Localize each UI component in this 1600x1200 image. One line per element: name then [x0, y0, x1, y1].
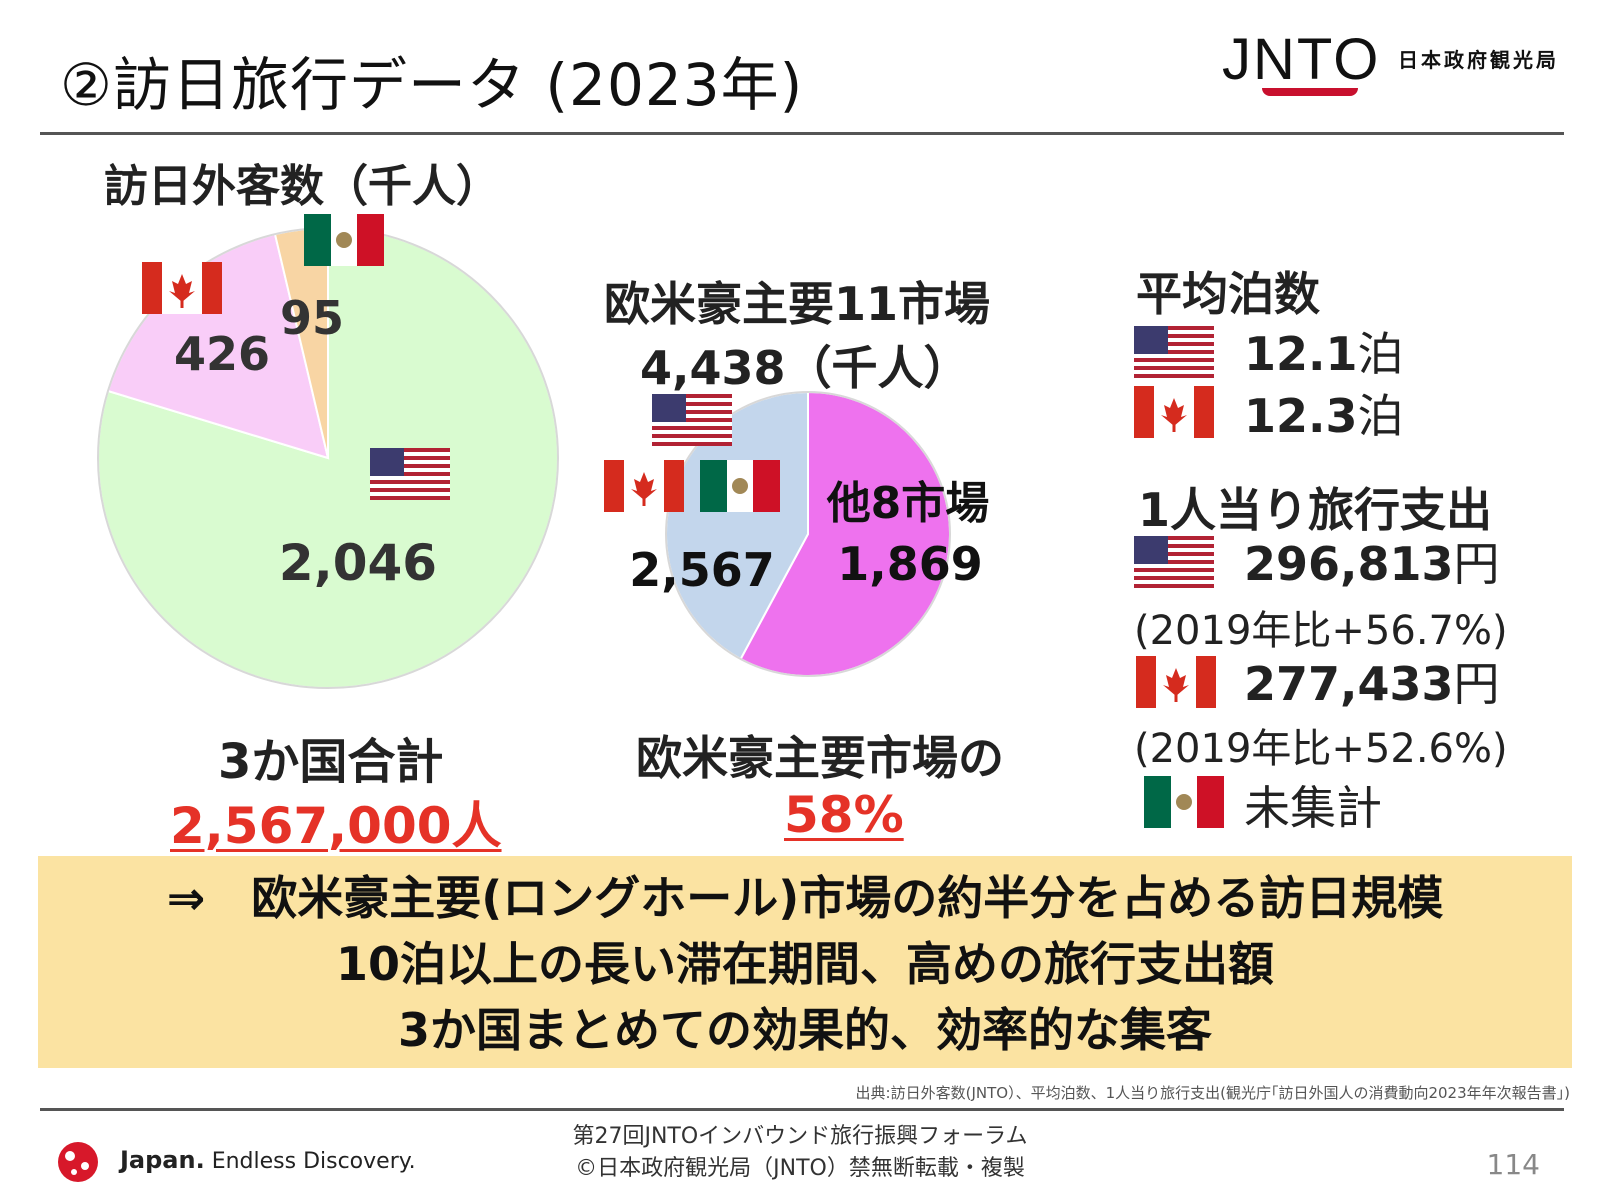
others-label: 他8市場	[826, 478, 990, 529]
pie-data-label: 426	[174, 327, 270, 381]
mexico-flag-icon	[1144, 776, 1224, 828]
pie-data-label: 1,869	[837, 537, 983, 591]
mexico-flag-icon	[304, 214, 384, 266]
conclusion-box: ⇒ 欧米豪主要(ロングホール)市場の約半分を占める訪日規模 10泊以上の長い滞在…	[38, 856, 1572, 1068]
us-stay-unit: 泊	[1357, 327, 1404, 381]
us-stay: 12.1泊	[1244, 318, 1404, 384]
total-label: 3か国合計	[218, 734, 444, 790]
visitors-heading: 訪日外客数（千人）	[104, 161, 500, 212]
total-value: 2,567,000人	[170, 797, 502, 855]
conclusion-line-3: 3か国まとめての効果的、効率的な集客	[397, 1003, 1212, 1057]
us-flag-icon	[1134, 536, 1214, 588]
us-spend-unit: 円	[1453, 537, 1500, 591]
us-spend: 296,813円	[1244, 528, 1500, 594]
us-stay-value: 12.1	[1244, 327, 1358, 381]
ca-spend-note: (2019年比+52.6%)	[1134, 726, 1508, 772]
pie-data-label: 2,046	[279, 534, 437, 592]
ca-stay: 12.3泊	[1244, 380, 1404, 446]
mexico-flag-icon	[700, 460, 780, 512]
pie-data-label: 95	[280, 291, 344, 345]
spend-heading: 1人当り旅行支出	[1138, 483, 1493, 537]
jnto-logo-subtitle: 日本政府観光局	[1398, 48, 1559, 72]
canada-flag-icon	[1134, 386, 1214, 438]
markets-subtotal: 4,438（千人）	[640, 341, 970, 395]
tagline-text: Endless Discovery.	[211, 1149, 416, 1174]
us-flag-icon	[370, 448, 450, 500]
jnto-logo-swoosh	[1262, 88, 1358, 96]
header-divider	[40, 132, 1564, 135]
conclusion-line-2: 10泊以上の長い滞在期間、高めの旅行支出額	[335, 937, 1274, 991]
canada-flag-icon	[142, 262, 222, 314]
ca-spend: 277,433円	[1244, 648, 1500, 714]
share-value: 58%	[784, 786, 904, 844]
source-note: 出典:訪日外客数(JNTO）、平均泊数、1人当り旅行支出(観光庁｢訪日外国人の消…	[855, 1084, 1570, 1102]
us-flag-icon	[1134, 326, 1214, 378]
stay-heading: 平均泊数	[1136, 267, 1320, 321]
us-flag-icon	[652, 394, 732, 446]
jnto-logo: JNTO	[1222, 27, 1381, 92]
markets-pie-chart: 2,567 1,869 他8市場	[604, 390, 990, 677]
us-spend-note: (2019年比+56.7%)	[1134, 608, 1508, 654]
share-label: 欧米豪主要市場の	[636, 731, 1004, 785]
ca-stay-unit: 泊	[1357, 389, 1404, 443]
canada-flag-icon	[1136, 656, 1216, 708]
page-number: 114	[1486, 1148, 1540, 1181]
conclusion-line-1: ⇒ 欧米豪主要(ロングホール)市場の約半分を占める訪日規模	[166, 871, 1444, 925]
tagline: Japan. Endless Discovery.	[120, 1146, 416, 1174]
footer-divider	[40, 1108, 1564, 1111]
page-title: ②訪日旅行データ (2023年)	[60, 51, 804, 119]
pie-outline	[665, 391, 951, 677]
copyright: ©日本政府観光局（JNTO）禁無断転載・複製	[575, 1156, 1025, 1181]
mexico-note: 未集計	[1244, 781, 1382, 835]
forum-title: 第27回JNTOインバウンド旅行振興フォーラム	[572, 1124, 1028, 1149]
ca-spend-value: 277,433	[1244, 657, 1454, 711]
tagline-bold: Japan.	[120, 1146, 205, 1174]
canada-flag-icon	[604, 460, 684, 512]
japan-sakura-logo-icon	[58, 1142, 98, 1182]
ca-stay-value: 12.3	[1244, 389, 1358, 443]
us-spend-value: 296,813	[1244, 537, 1454, 591]
pie-data-label: 2,567	[629, 543, 775, 597]
ca-spend-unit: 円	[1453, 657, 1500, 711]
markets-heading: 欧米豪主要11市場	[604, 277, 991, 331]
